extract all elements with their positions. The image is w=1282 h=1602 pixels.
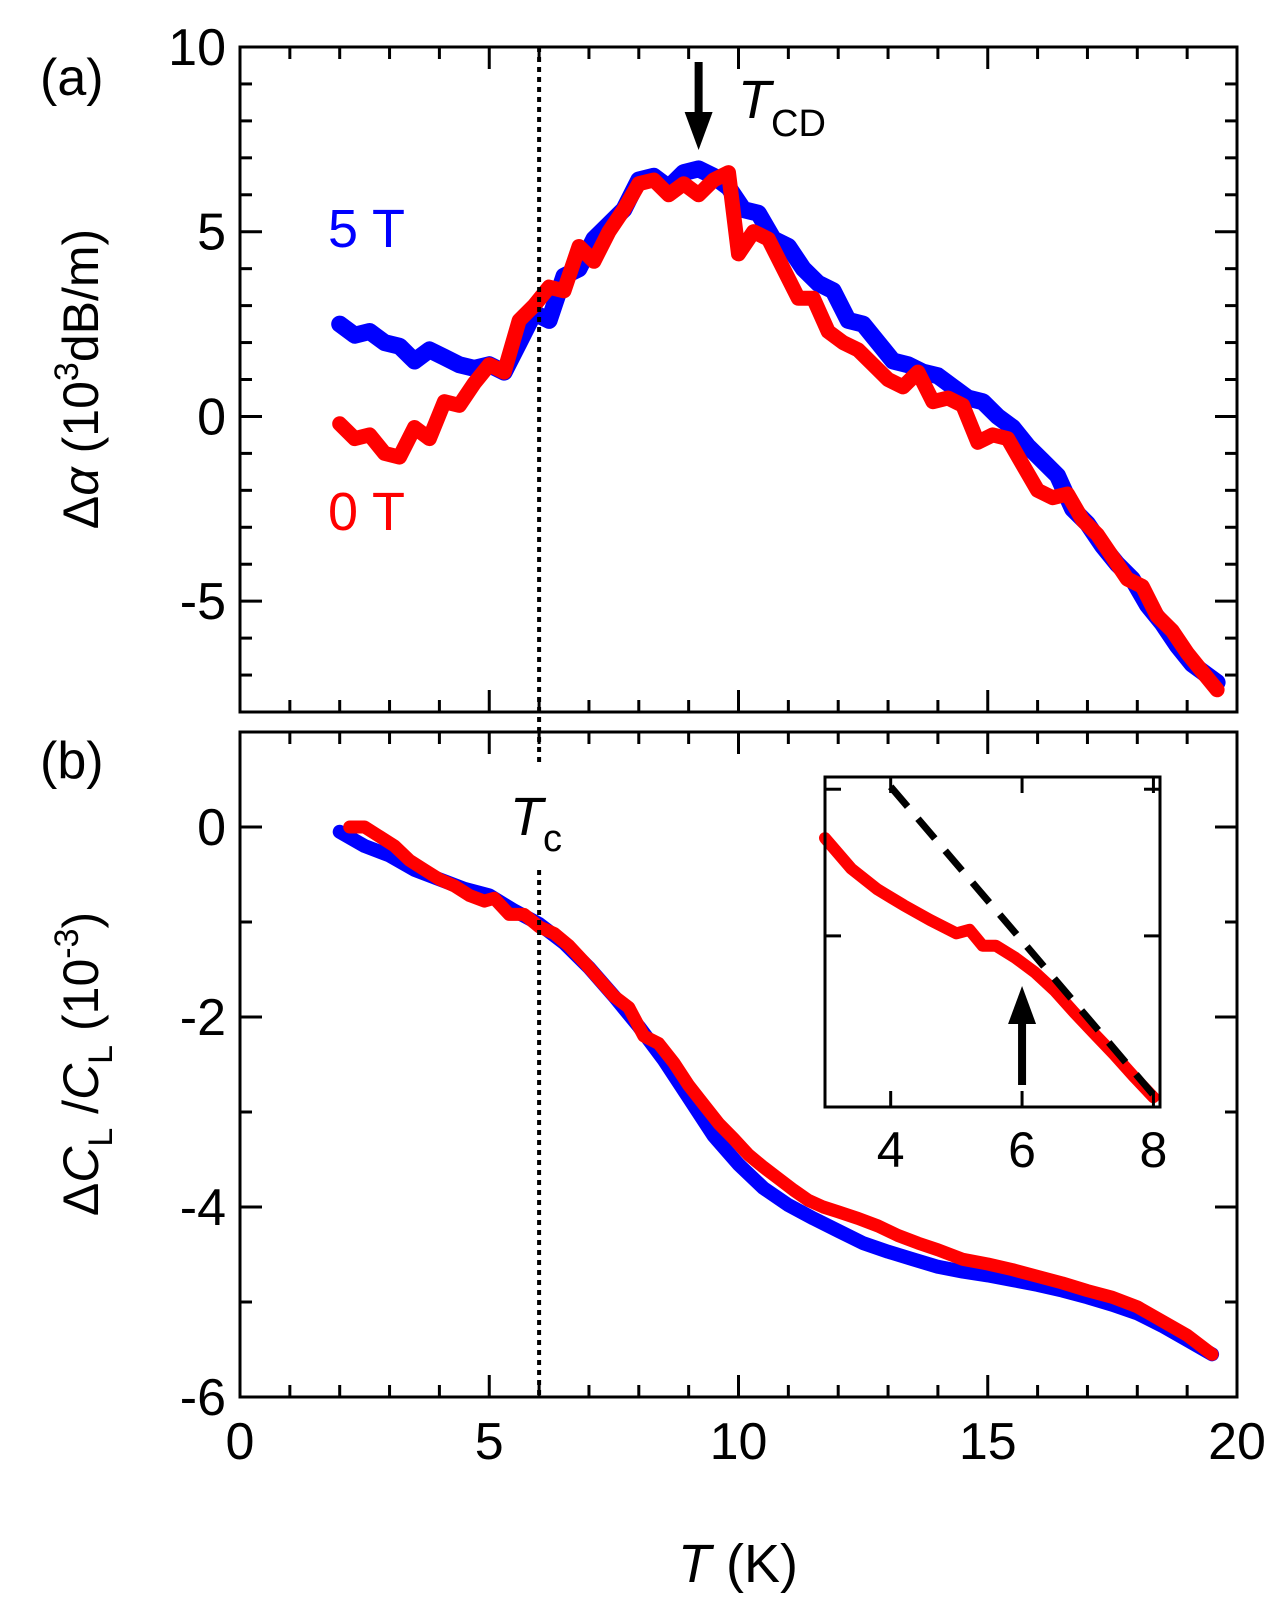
tcd-arrow-head	[684, 112, 713, 150]
tcd-label-sub: CD	[771, 103, 826, 145]
ylabel-a-prefix: Δ	[53, 496, 109, 529]
panel-a-frame	[238, 45, 1239, 714]
panel-b-xtick-label: 15	[959, 1413, 1017, 1471]
inset-content	[819, 784, 1160, 1104]
inset-xtick-label: 4	[877, 1122, 905, 1178]
ylabel-a-sup: 3	[48, 362, 86, 381]
legend-label-0t: 0 T	[328, 482, 405, 542]
tc-label-sub: c	[543, 818, 562, 860]
inset-ticks: 4 6 8	[825, 777, 1167, 1178]
ylabel-b-slash: /	[53, 1100, 109, 1128]
ylabel-b-sub2: L	[82, 1045, 120, 1064]
tc-label-var: T	[510, 787, 547, 847]
inset-xtick-label: 8	[1140, 1122, 1168, 1178]
panel-a-ytick-label: -5	[180, 573, 226, 631]
panel-b-xtick-label: 0	[226, 1413, 255, 1471]
tc-label: Tc	[510, 787, 562, 860]
ylabel-b-close: )	[53, 912, 109, 929]
panel-a: 10 5 0 -5 (a) 5 T 0 T TCD Δα (103dB/m)	[40, 19, 1239, 765]
panel-b-series	[332, 820, 1220, 1362]
inset-frame	[823, 775, 1162, 1109]
panel-b-ytick-label: -6	[180, 1369, 226, 1427]
panel-b-ytick-label: 0	[197, 799, 226, 857]
inset-arrow-head	[1008, 986, 1037, 1024]
xlabel-var: T	[678, 1534, 715, 1594]
panel-b-xtick-label: 10	[710, 1413, 768, 1471]
series-b-0t	[343, 820, 1219, 1361]
ylabel-b-prefix: Δ	[53, 1183, 109, 1216]
panel-a-series	[331, 160, 1226, 698]
panel-b-ticks: 0-2-4-60 5 10 15 20	[180, 730, 1266, 1471]
ylabel-b-var2: C	[53, 1063, 109, 1100]
panel-b-xtick-label: 20	[1208, 1413, 1266, 1471]
inset-curve	[819, 832, 1160, 1104]
xlabel-rest: (K)	[711, 1534, 798, 1594]
panel-a-ytick-label: 5	[197, 204, 226, 262]
series-a-0t	[332, 165, 1225, 698]
ylabel-b-sup: -3	[48, 928, 86, 958]
panel-b: 0-2-4-60 5 10 15 20 (b) Tc ΔCL /CL (10-3) T …	[40, 730, 1266, 1594]
ylabel-b-sub1: L	[82, 1128, 120, 1147]
panel-a-ytick-label: 0	[197, 388, 226, 446]
inset-dashed-fit	[888, 784, 1157, 1098]
ylabel-a-var: α	[53, 466, 109, 496]
panel-b-xtick-label: 5	[475, 1413, 504, 1471]
panel-b-ytick-label: -2	[180, 989, 226, 1047]
ylabel-b-open: (10	[53, 959, 109, 1045]
ylabel-a-rest: dB/m)	[53, 229, 109, 362]
tcd-label-var: T	[738, 70, 775, 130]
panel-a-ticks: 10 5 0 -5	[168, 19, 1239, 714]
inset-xtick-label: 6	[1008, 1122, 1036, 1178]
panel-a-ytick-label: 10	[168, 19, 226, 77]
x-axis-label: T (K)	[678, 1534, 798, 1594]
panel-a-label: (a)	[40, 49, 104, 107]
ylabel-b-var1: C	[53, 1146, 109, 1183]
panel-b-ylabel: ΔCL /CL (10-3)	[48, 912, 120, 1216]
panel-a-ylabel: Δα (103dB/m)	[48, 229, 109, 529]
panel-b-label: (b)	[40, 732, 104, 790]
legend-label-5t: 5 T	[328, 199, 405, 259]
tcd-label: TCD	[738, 70, 826, 145]
panel-b-ytick-label: -4	[180, 1179, 226, 1237]
tcd-arrow	[684, 62, 713, 150]
inset: 4 6 8	[819, 775, 1167, 1178]
ylabel-a-open: (10	[53, 381, 109, 467]
